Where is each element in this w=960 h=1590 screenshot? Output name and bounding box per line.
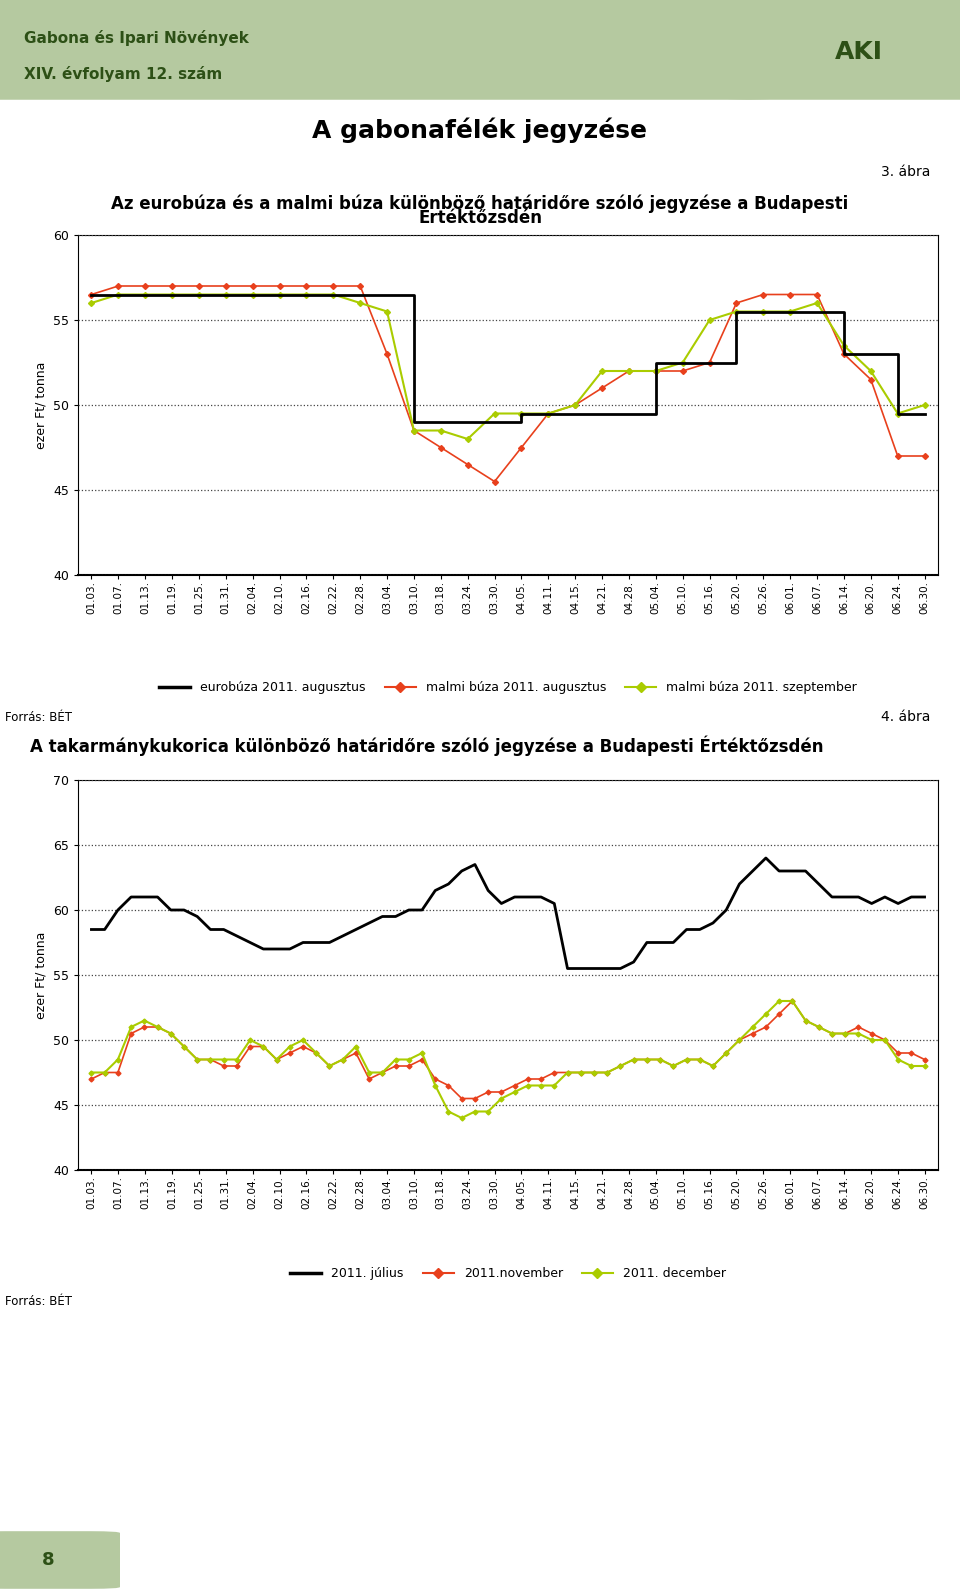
Text: 8: 8 xyxy=(41,1550,55,1569)
Text: Értéktőzsdén: Értéktőzsdén xyxy=(418,208,542,227)
Y-axis label: ezer Ft/ tonna: ezer Ft/ tonna xyxy=(35,361,47,448)
Text: Forrás: BÉT: Forrás: BÉT xyxy=(5,1294,72,1309)
Text: Gabona és Ipari Növények: Gabona és Ipari Növények xyxy=(24,30,249,46)
Legend: eurobúza 2011. augusztus, malmi búza 2011. augusztus, malmi búza 2011. szeptembe: eurobúza 2011. augusztus, malmi búza 201… xyxy=(154,676,862,700)
Text: A gabonafélék jegyzése: A gabonafélék jegyzése xyxy=(313,118,647,143)
Legend: 2011. július, 2011.november, 2011. december: 2011. július, 2011.november, 2011. decem… xyxy=(285,1262,731,1285)
Text: 4. ábra: 4. ábra xyxy=(880,711,930,723)
Text: A takarmánykukorica különböző határidőre szóló jegyzése a Budapesti Értéktőzsdén: A takarmánykukorica különböző határidőre… xyxy=(30,736,824,755)
FancyBboxPatch shape xyxy=(710,0,960,100)
FancyBboxPatch shape xyxy=(0,1531,120,1588)
Text: AKI: AKI xyxy=(835,40,883,64)
Text: Az eurobúza és a malmi búza különböző határidőre szóló jegyzése a Budapesti: Az eurobúza és a malmi búza különböző ha… xyxy=(111,194,849,213)
Text: XIV. évfolyam 12. szám: XIV. évfolyam 12. szám xyxy=(24,67,223,83)
Y-axis label: ezer Ft/ tonna: ezer Ft/ tonna xyxy=(35,932,47,1019)
Text: Forrás: BÉT: Forrás: BÉT xyxy=(5,711,72,723)
FancyBboxPatch shape xyxy=(0,0,787,100)
Text: 3. ábra: 3. ábra xyxy=(880,165,930,180)
